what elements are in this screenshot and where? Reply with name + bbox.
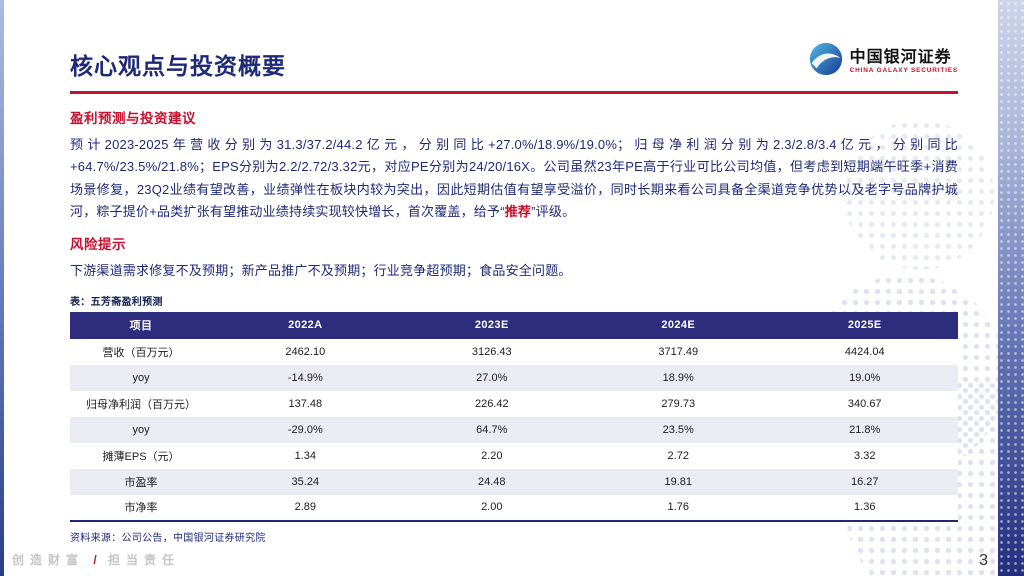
paragraph-text: ”评级。 [531, 204, 576, 220]
cell: 1.36 [854, 501, 876, 514]
cell: -29.0% [287, 423, 323, 436]
table-row: 市净率 2.89 2.00 1.76 1.36 [70, 494, 958, 521]
row-label: 归母净利润（百万元） [86, 398, 197, 411]
row-label: 摊薄EPS（元） [102, 450, 180, 463]
cell: 2.00 [481, 501, 503, 514]
table-row: 摊薄EPS（元） 1.34 2.20 2.72 3.32 [70, 442, 958, 469]
cell: 24.48 [478, 475, 506, 488]
slogan-right: 担当责任 [108, 553, 181, 567]
cell: 2.89 [294, 501, 317, 514]
cell: 1.34 [294, 449, 317, 462]
left-edge-decoration [0, 0, 4, 576]
cell: 18.9% [662, 371, 694, 384]
cell: 137.48 [288, 397, 323, 410]
slogan-slash: / [93, 553, 99, 567]
cell: 2462.10 [285, 345, 326, 358]
cell: 1.76 [667, 501, 689, 514]
cell: 23.5% [662, 423, 694, 436]
row-label: yoy [132, 423, 150, 436]
paragraph-text: 预计2023-2025年营收分别为31.3/37.2/44.2亿元，分别同比+2… [70, 137, 958, 220]
table-row: yoy -14.9% 27.0% 18.9% 19.0% [70, 364, 958, 391]
logo-name-cn: 中国银河证券 [849, 49, 952, 67]
cell: 27.0% [476, 371, 508, 384]
page-title: 核心观点与投资概要 [70, 53, 286, 79]
column-header: 项目 [70, 311, 213, 339]
logo-name-en: CHINA GALAXY SECURITIES [849, 66, 958, 74]
slide-content: 盈利预测与投资建议 预计2023-2025年营收分别为31.3/37.2/44.… [70, 103, 958, 544]
profit-forecast-table: 项目 2022A 2023E 2024E 2025E 营收（百万元） 2462.… [70, 311, 958, 522]
table-row: 营收（百万元） 2462.10 3126.43 3717.49 4424.04 [70, 338, 958, 365]
page-number: 3 [979, 552, 988, 569]
cell: 4424.04 [844, 345, 885, 358]
rating-highlight: 推荐 [504, 204, 532, 220]
table-row: 归母净利润（百万元） 137.48 226.42 279.73 340.67 [70, 390, 958, 417]
cell: 279.73 [661, 397, 696, 410]
cell: 19.81 [664, 475, 693, 488]
slide-header: 核心观点与投资概要 中国银河证券 CHINA GALAXY SECURITIES [70, 40, 958, 94]
column-header: 2023E [398, 311, 586, 339]
table-header-row: 项目 2022A 2023E 2024E 2025E [70, 311, 958, 339]
profit-forecast-paragraph: 预计2023-2025年营收分别为31.3/37.2/44.2亿元，分别同比+2… [70, 134, 958, 223]
cell: 226.42 [474, 397, 509, 410]
table-caption: 表：五芳斋盈利预测 [70, 296, 163, 308]
cell: 19.0% [849, 371, 881, 384]
galaxy-swirl-icon [809, 42, 843, 81]
table-row: 市盈率 35.24 24.48 19.81 16.27 [70, 468, 958, 495]
section-heading-profit-forecast: 盈利预测与投资建议 [70, 111, 196, 126]
cell: 21.8% [849, 423, 881, 436]
logo-text: 中国银河证券 CHINA GALAXY SECURITIES [850, 49, 958, 74]
column-header: 2024E [585, 311, 772, 339]
section-heading-risk: 风险提示 [70, 237, 126, 253]
cell: 3126.43 [471, 345, 512, 358]
row-label: yoy [132, 371, 150, 384]
cell: 2.20 [481, 449, 503, 462]
row-label: 市盈率 [124, 476, 158, 489]
right-edge-gradient-decoration [998, 0, 1024, 576]
cell: 340.67 [847, 397, 882, 410]
slogan-left: 创造财富 [12, 553, 85, 567]
footer-slogan: 创造财富 / 担当责任 [12, 551, 180, 568]
table-row: yoy -29.0% 64.7% 23.5% 21.8% [70, 416, 958, 443]
cell: 16.27 [850, 475, 879, 488]
risk-paragraph: 下游渠道需求修复不及预期；新产品推广不及预期；行业竞争超预期；食品安全问题。 [70, 263, 572, 279]
cell: 3.32 [854, 449, 876, 462]
column-header: 2022A [212, 311, 399, 339]
company-logo: 中国银河证券 CHINA GALAXY SECURITIES [809, 42, 958, 83]
row-label: 营收（百万元） [102, 346, 180, 359]
cell: -14.9% [287, 371, 323, 384]
cell: 2.72 [667, 449, 689, 462]
cell: 3717.49 [658, 345, 699, 358]
row-label: 市净率 [124, 502, 158, 515]
cell: 35.24 [291, 475, 320, 488]
column-header: 2025E [771, 311, 958, 339]
data-source-note: 资料来源：公司公告，中国银河证券研究院 [70, 532, 266, 544]
cell: 64.7% [476, 423, 508, 436]
